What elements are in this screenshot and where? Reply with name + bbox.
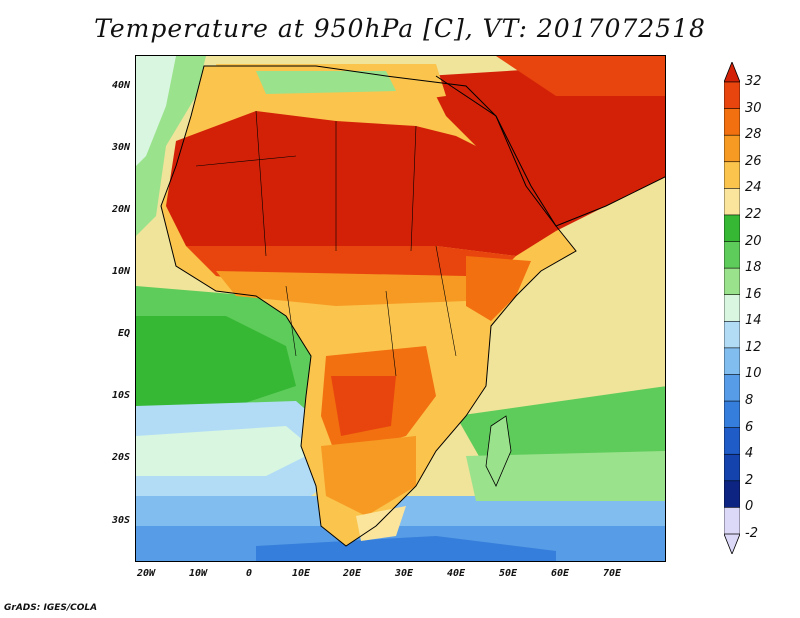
lon-tick-0: 0: [245, 568, 253, 579]
colorbar-label: 30: [745, 100, 762, 116]
colorbar-label: 26: [745, 153, 762, 169]
southern-africa-field: [321, 436, 416, 516]
colorbar-segment: [724, 507, 740, 535]
map-canvas: [136, 56, 665, 561]
colorbar-segment: [724, 134, 740, 163]
colorbar-label: 10: [745, 366, 762, 382]
lat-tick-20s: 20S: [111, 452, 130, 463]
lat-tick-10n: 10N: [111, 266, 130, 277]
chart-title: Temperature at 950hPa [C], VT: 201707251…: [94, 14, 706, 43]
colorbar-label: 2: [745, 472, 754, 488]
temperature-map: [135, 55, 666, 562]
angola-hot-field: [331, 376, 396, 436]
lat-tick-30s: 30S: [111, 515, 130, 526]
lat-tick-30n: 30N: [111, 142, 130, 153]
colorbar-segment: [724, 267, 740, 296]
atlantic-north-cool-field: [136, 56, 176, 166]
colorbar-label: 14: [745, 313, 762, 329]
grads-credit: GrADS: IGES/COLA: [4, 603, 98, 613]
colorbar-segment: [724, 453, 740, 482]
red-sea-coastline: [435, 75, 665, 227]
southern-ocean-coldest-field: [256, 536, 556, 561]
colorbar-label: 8: [745, 393, 754, 409]
lon-tick-10w: 10W: [188, 568, 208, 579]
colorbar-segment: [724, 427, 740, 456]
africa-coastline: [160, 65, 577, 547]
colorbar-cap-bottom: [724, 533, 740, 554]
colorbar-label: 18: [745, 260, 762, 276]
colorbar-segment: [724, 400, 740, 429]
colorbar-segment: [724, 294, 740, 323]
colorbar-label: 6: [745, 419, 754, 435]
lon-tick-20w: 20W: [136, 568, 156, 579]
colorbar-segment: [724, 480, 740, 509]
lat-tick-eq: EQ: [117, 328, 130, 339]
colorbar: [724, 62, 740, 554]
sahel-orange-band: [216, 271, 466, 306]
colorbar-segment: [724, 374, 740, 402]
colorbar-label: 0: [745, 499, 754, 515]
arabian-sea-field: [476, 206, 665, 406]
atlantic-warm-field: [136, 316, 296, 416]
indian-ocean-cool-field: [466, 451, 665, 501]
lon-tick-40e: 40E: [446, 568, 466, 579]
colorbar-label: 16: [745, 286, 762, 302]
lon-tick-20e: 20E: [342, 568, 362, 579]
colorbar-label: -2: [745, 526, 758, 541]
colorbar-label: 28: [745, 127, 762, 143]
colorbar-label: 12: [745, 339, 762, 355]
colorbar-label: 4: [745, 446, 754, 462]
lon-tick-60e: 60E: [550, 568, 570, 579]
lon-tick-30e: 30E: [394, 568, 414, 579]
lat-tick-10s: 10S: [111, 390, 130, 401]
levant-warm-field: [496, 56, 665, 96]
country-borders: [195, 110, 457, 377]
mediterranean-cool-field: [256, 71, 396, 94]
arabia-hot-core: [426, 61, 665, 231]
colorbar-segment: [724, 161, 740, 190]
colorbar-segment: [724, 108, 740, 136]
colorbar-segment: [724, 241, 740, 269]
colorbar-segment: [724, 81, 740, 110]
lat-tick-40n: 40N: [111, 80, 130, 91]
lon-tick-70e: 70E: [602, 568, 622, 579]
colorbar-label: 32: [745, 74, 762, 89]
colorbar-segment: [724, 188, 740, 216]
colorbar-segment: [724, 214, 740, 243]
colorbar-segment: [724, 347, 740, 376]
south-atlantic-mild-field: [136, 426, 316, 476]
colorbar-segment: [724, 320, 740, 349]
cape-field: [356, 506, 406, 541]
lon-tick-10e: 10E: [291, 568, 311, 579]
colorbar-label: 22: [745, 206, 762, 222]
horn-warm-field: [466, 256, 531, 321]
lon-tick-50e: 50E: [498, 568, 518, 579]
colorbar-label: 20: [745, 233, 762, 249]
madagascar: [485, 415, 512, 487]
lat-tick-20n: 20N: [111, 204, 130, 215]
colorbar-label: 24: [745, 180, 762, 196]
colorbar-cap-top: [724, 62, 740, 83]
